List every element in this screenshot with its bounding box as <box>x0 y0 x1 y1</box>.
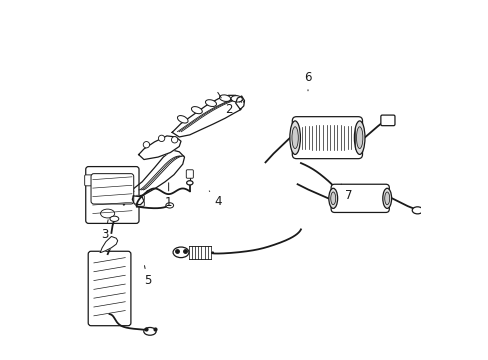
Polygon shape <box>130 150 184 197</box>
Ellipse shape <box>411 207 422 214</box>
Ellipse shape <box>382 188 391 208</box>
Text: 4: 4 <box>209 191 222 208</box>
Ellipse shape <box>177 116 188 123</box>
Circle shape <box>143 141 149 148</box>
Text: 3: 3 <box>101 220 109 241</box>
Circle shape <box>171 136 178 143</box>
FancyBboxPatch shape <box>84 175 93 186</box>
FancyBboxPatch shape <box>85 167 139 224</box>
Ellipse shape <box>110 216 119 221</box>
Ellipse shape <box>186 181 193 185</box>
Polygon shape <box>132 196 143 205</box>
Text: 2: 2 <box>217 93 232 116</box>
Ellipse shape <box>354 121 364 154</box>
FancyBboxPatch shape <box>88 251 131 326</box>
FancyBboxPatch shape <box>330 184 388 212</box>
Ellipse shape <box>191 107 202 114</box>
FancyBboxPatch shape <box>136 195 144 206</box>
Ellipse shape <box>330 192 335 205</box>
Text: 1: 1 <box>164 183 172 210</box>
Polygon shape <box>100 237 118 252</box>
Ellipse shape <box>173 247 188 258</box>
Ellipse shape <box>384 192 389 205</box>
Ellipse shape <box>219 95 230 102</box>
Ellipse shape <box>291 127 298 149</box>
Ellipse shape <box>356 127 362 149</box>
Ellipse shape <box>289 121 300 154</box>
Polygon shape <box>172 95 242 137</box>
Text: 5: 5 <box>143 266 151 287</box>
Polygon shape <box>235 96 244 109</box>
Ellipse shape <box>143 328 156 335</box>
Circle shape <box>158 135 164 141</box>
FancyBboxPatch shape <box>186 170 193 178</box>
Ellipse shape <box>165 203 173 208</box>
FancyBboxPatch shape <box>380 115 394 126</box>
FancyBboxPatch shape <box>91 174 133 204</box>
Ellipse shape <box>231 96 242 102</box>
Ellipse shape <box>328 188 337 208</box>
Text: 7: 7 <box>341 184 352 202</box>
FancyBboxPatch shape <box>292 117 362 159</box>
Ellipse shape <box>101 209 114 218</box>
Text: 6: 6 <box>304 71 311 91</box>
Ellipse shape <box>205 100 216 107</box>
Polygon shape <box>139 136 181 159</box>
